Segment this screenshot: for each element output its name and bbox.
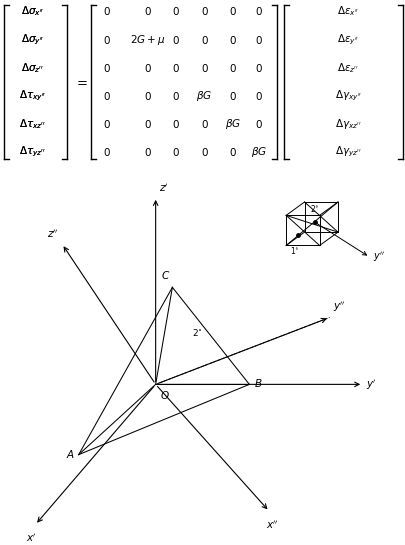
Text: $\Delta\varepsilon_{y^{\prime\prime}}$: $\Delta\varepsilon_{y^{\prime\prime}}$ <box>337 32 359 47</box>
Text: $z'$: $z'$ <box>159 181 169 193</box>
Text: $0$: $0$ <box>172 34 180 46</box>
Text: $0$: $0$ <box>200 62 209 74</box>
Text: $\Delta\tau_{xz^{\prime\prime}}$: $\Delta\tau_{xz^{\prime\prime}}$ <box>19 117 46 131</box>
Text: $\Delta\gamma_{yz^{\prime\prime}}$: $\Delta\gamma_{yz^{\prime\prime}}$ <box>335 145 362 159</box>
Text: $0$: $0$ <box>103 62 111 74</box>
Text: A: A <box>66 450 74 459</box>
Text: $0$: $0$ <box>103 90 111 102</box>
Text: $0$: $0$ <box>172 146 180 158</box>
Text: $0$: $0$ <box>144 5 152 17</box>
Text: $\Delta\sigma_{y''}$: $\Delta\sigma_{y''}$ <box>21 32 44 47</box>
Text: $y'$: $y'$ <box>367 377 377 391</box>
Text: $\beta G$: $\beta G$ <box>196 89 213 103</box>
Text: $0$: $0$ <box>255 34 263 46</box>
Text: $0$: $0$ <box>200 34 209 46</box>
Text: $0$: $0$ <box>255 62 263 74</box>
Text: $0$: $0$ <box>229 146 237 158</box>
Text: $0$: $0$ <box>172 118 180 130</box>
Text: $\Delta\tau_{xz''}$: $\Delta\tau_{xz''}$ <box>19 117 46 131</box>
Text: $\Delta\sigma_{y^{\prime\prime}}$: $\Delta\sigma_{y^{\prime\prime}}$ <box>21 32 44 47</box>
Text: $0$: $0$ <box>103 5 111 17</box>
Text: $0$: $0$ <box>200 5 209 17</box>
Text: $=$: $=$ <box>74 75 88 88</box>
Text: $z''$: $z''$ <box>47 228 59 240</box>
Text: $\Delta\tau_{xy^{\prime\prime}}$: $\Delta\tau_{xy^{\prime\prime}}$ <box>19 89 46 103</box>
Text: $0$: $0$ <box>255 118 263 130</box>
Text: $0$: $0$ <box>229 90 237 102</box>
Text: $0$: $0$ <box>144 90 152 102</box>
Text: $\Delta\gamma_{xz^{\prime\prime}}$: $\Delta\gamma_{xz^{\prime\prime}}$ <box>335 117 362 131</box>
Text: $0$: $0$ <box>229 62 237 74</box>
Text: O: O <box>161 391 169 401</box>
Text: $0$: $0$ <box>144 118 152 130</box>
Text: $\beta G$: $\beta G$ <box>251 145 267 159</box>
Text: $0$: $0$ <box>200 118 209 130</box>
Text: C: C <box>162 271 169 281</box>
Text: $y''$: $y''$ <box>333 300 346 314</box>
Text: $\Delta\sigma_{x''}$: $\Delta\sigma_{x''}$ <box>21 4 44 19</box>
Text: $1^{\circ}$: $1^{\circ}$ <box>290 245 299 257</box>
Text: $\Delta\tau_{yz''}$: $\Delta\tau_{yz''}$ <box>19 145 46 159</box>
Text: $\Delta\tau_{xy''}$: $\Delta\tau_{xy''}$ <box>19 89 46 103</box>
Text: $0$: $0$ <box>172 62 180 74</box>
Text: $\Delta\sigma_{z^{\prime\prime}}$: $\Delta\sigma_{z^{\prime\prime}}$ <box>21 61 44 75</box>
Text: $0$: $0$ <box>172 5 180 17</box>
Text: $0$: $0$ <box>229 34 237 46</box>
Text: $0$: $0$ <box>103 34 111 46</box>
Text: $2^{\circ}$: $2^{\circ}$ <box>192 326 203 337</box>
Text: $\Delta\varepsilon_{x^{\prime\prime}}$: $\Delta\varepsilon_{x^{\prime\prime}}$ <box>337 4 359 19</box>
Text: $x'$: $x'$ <box>26 531 37 544</box>
Text: $0$: $0$ <box>172 90 180 102</box>
Text: $\Delta\tau_{yz^{\prime\prime}}$: $\Delta\tau_{yz^{\prime\prime}}$ <box>19 145 46 159</box>
Text: $0$: $0$ <box>255 90 263 102</box>
Text: $0$: $0$ <box>200 146 209 158</box>
Text: $\beta G$: $\beta G$ <box>225 117 241 131</box>
Text: $2^{\circ}$: $2^{\circ}$ <box>310 203 320 214</box>
Text: $x''$: $x''$ <box>266 518 279 531</box>
Text: $y''$: $y''$ <box>373 250 385 264</box>
Text: $0$: $0$ <box>144 62 152 74</box>
Text: $0$: $0$ <box>229 5 237 17</box>
Text: $\Delta\sigma_{z''}$: $\Delta\sigma_{z''}$ <box>21 61 44 75</box>
Text: B: B <box>254 379 262 389</box>
Text: $0$: $0$ <box>144 146 152 158</box>
Text: $0$: $0$ <box>103 146 111 158</box>
Text: $\Delta\varepsilon_{z^{\prime\prime}}$: $\Delta\varepsilon_{z^{\prime\prime}}$ <box>337 61 359 75</box>
Text: $\Delta\sigma_{x^{\prime\prime}}$: $\Delta\sigma_{x^{\prime\prime}}$ <box>21 4 44 19</box>
Text: $\Delta\gamma_{xy^{\prime\prime}}$: $\Delta\gamma_{xy^{\prime\prime}}$ <box>335 89 362 103</box>
Text: $2G+\mu$: $2G+\mu$ <box>130 33 166 46</box>
Text: $0$: $0$ <box>255 5 263 17</box>
Text: $0$: $0$ <box>103 118 111 130</box>
